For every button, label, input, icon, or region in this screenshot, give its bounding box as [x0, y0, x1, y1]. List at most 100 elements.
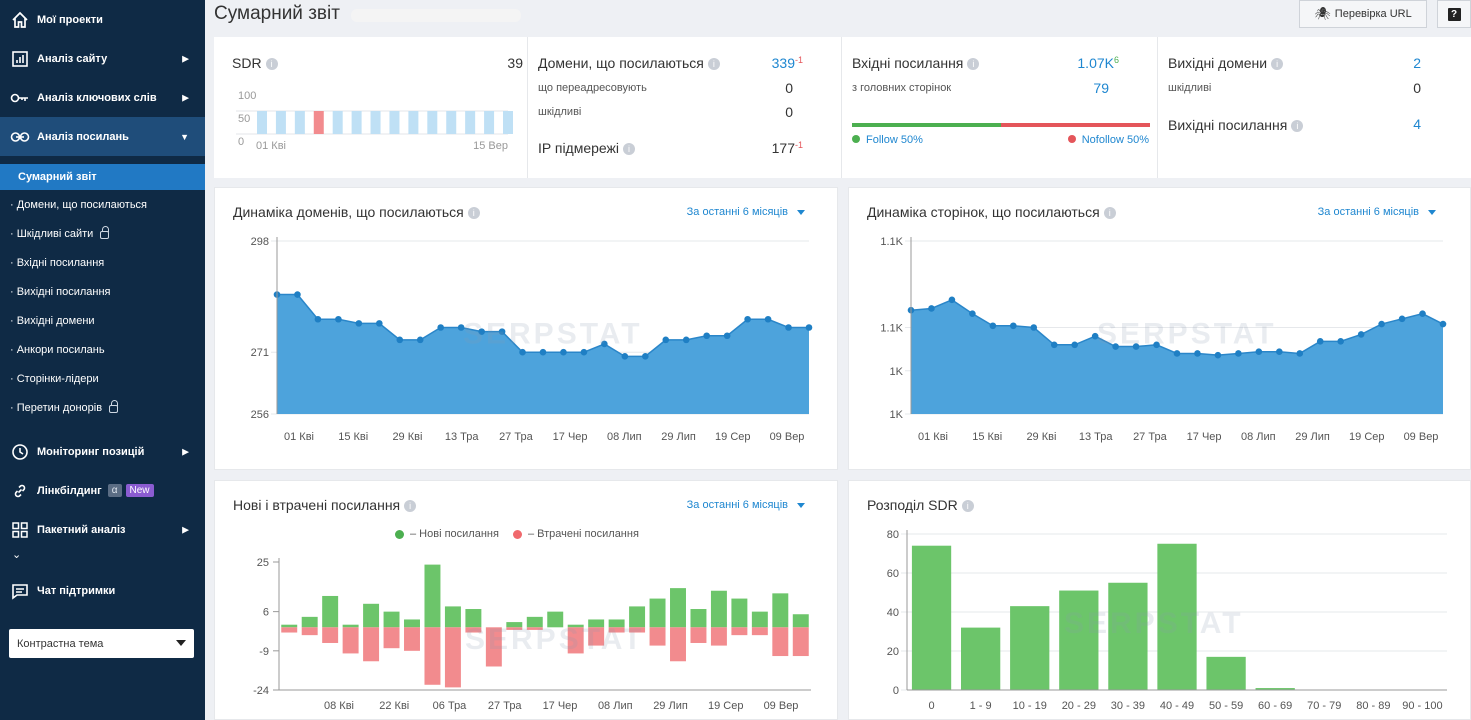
info-icon[interactable]: i — [404, 500, 417, 513]
data-point — [560, 348, 567, 356]
chevron-right-icon: ▶ — [182, 53, 189, 63]
data-point — [1255, 348, 1263, 356]
chart-legend: – Нові посилання – Втрачені посилання — [395, 528, 639, 540]
sidebar-item-outgoing-links[interactable]: · Вихідні посилання — [0, 277, 205, 306]
data-point — [601, 340, 608, 348]
backlinks-value[interactable]: 1.07K6 — [1077, 55, 1119, 71]
sub-label: · Вихідні посилання — [10, 285, 111, 298]
ip-subnets-label: IP підмережі i — [538, 140, 636, 156]
domains-chart: 298 271 256 01 Кві 15 Кві 29 Кві 13 Тра 27 Тра 1… — [251, 236, 813, 443]
period-select[interactable]: За останні 6 місяців — [687, 499, 805, 511]
nav-backlink-analysis[interactable]: Аналіз посилань ▼ — [0, 117, 205, 156]
period-select[interactable]: За останні 6 місяців — [687, 206, 805, 218]
outgoing-links-value[interactable]: 4 — [1413, 116, 1421, 132]
redirect-value: 0 — [785, 80, 793, 96]
blurred-domain — [351, 9, 521, 22]
legend-lost[interactable]: – Втрачені посилання — [527, 528, 639, 540]
sub-label: · Домени, що посилаються — [10, 198, 148, 211]
info-icon[interactable]: i — [1103, 207, 1116, 220]
sidebar-item-donor-intersection[interactable]: · Перетин донорів — [0, 393, 205, 422]
nav-my-projects[interactable]: Мої проекти — [0, 0, 205, 39]
sidebar-item-anchors[interactable]: · Анкори посилань — [0, 335, 205, 364]
x-tick-label: 01 Кві — [284, 431, 314, 443]
data-point — [969, 310, 976, 317]
nav-support-chat[interactable]: Чат підтримки — [0, 571, 205, 610]
x-tick-label: 30 - 39 — [1111, 700, 1145, 712]
data-point — [335, 315, 342, 323]
sdr-mini-bar — [313, 111, 324, 134]
bar-lost — [322, 627, 339, 643]
referring-domains-block: Домени, що посилаються i 339-1 що переадр… — [528, 37, 842, 178]
bar-new — [404, 619, 420, 628]
data-point — [437, 324, 444, 331]
x-tick-label: 15 Кві — [972, 431, 1002, 443]
green-dot-icon — [852, 135, 860, 143]
bar-lost — [526, 627, 543, 630]
nav-link-building[interactable]: Лінкбілдинг α New — [0, 471, 205, 510]
check-url-button[interactable]: 🕷 Перевірка URL — [1299, 0, 1427, 28]
theme-select[interactable]: Контрастна тема — [9, 629, 194, 658]
info-icon[interactable]: i — [707, 58, 720, 71]
sidebar-item-outgoing-domains[interactable]: · Вихідні домени — [0, 306, 205, 335]
info-icon[interactable]: i — [623, 143, 636, 156]
bar — [1206, 656, 1246, 690]
outgoing-malicious-label: шкідливі — [1168, 82, 1212, 94]
help-button[interactable]: ? — [1437, 0, 1471, 28]
bar-new — [731, 598, 748, 628]
data-point — [457, 324, 465, 331]
nav-site-analysis[interactable]: Аналіз сайту ▶ — [0, 39, 205, 78]
nav-rank-tracker[interactable]: Моніторинг позицій ▶ — [0, 432, 205, 471]
outgoing-domains-label-text: Вихідні домени — [1168, 55, 1268, 71]
bar-new — [444, 606, 461, 628]
follow-ratio-bar — [852, 123, 1150, 127]
sidebar-item-referring-domains[interactable]: · Домени, що посилаються — [0, 190, 205, 219]
chat-icon — [10, 581, 30, 601]
legend-new[interactable]: – Нові посилання — [410, 528, 499, 540]
sidebar-item-summary-report[interactable]: Сумарний звіт — [0, 164, 205, 190]
follow-label: Follow 50% — [866, 134, 923, 146]
sidebar-item-top-pages[interactable]: · Сторінки-лідери — [0, 364, 205, 393]
info-icon[interactable]: i — [265, 58, 278, 71]
nav-keyword-analysis[interactable]: Аналіз ключових слів ▶ — [0, 78, 205, 117]
main-pages-value[interactable]: 79 — [1093, 80, 1109, 96]
info-icon[interactable]: i — [1271, 58, 1284, 71]
x-tick-label: 06 Тра — [433, 700, 468, 712]
sdr-mini-bar — [389, 111, 400, 134]
y-tick-label: 1K — [890, 366, 904, 378]
data-point — [1112, 343, 1119, 350]
nav-label: Пакетний аналіз — [37, 523, 126, 536]
bar — [1108, 582, 1148, 690]
data-point — [1235, 350, 1242, 357]
collapse-toggle[interactable]: ⌄ — [0, 549, 205, 571]
x-tick-label: 01 Кві — [918, 431, 948, 443]
data-point — [498, 328, 506, 335]
bar-new — [465, 609, 482, 628]
y-tick-label: 256 — [251, 409, 269, 421]
chevron-right-icon: ▶ — [182, 92, 189, 102]
chevron-right-icon: ▶ — [182, 524, 189, 534]
data-point — [1050, 341, 1058, 349]
sidebar-item-malicious-sites[interactable]: · Шкідливі сайти — [0, 219, 205, 248]
backlinks-block: Вхідні посилання i 1.07K6 з головних стор… — [842, 37, 1158, 178]
malicious-label: шкідливі — [538, 106, 582, 118]
data-point — [376, 320, 383, 327]
data-point — [1296, 350, 1304, 357]
info-icon[interactable]: i — [967, 58, 980, 71]
info-icon[interactable]: i — [1291, 120, 1304, 133]
outgoing-domains-value[interactable]: 2 — [1413, 55, 1421, 71]
data-point — [580, 348, 588, 356]
home-icon — [10, 10, 30, 30]
sub-label: Сумарний звіт — [18, 171, 97, 183]
info-icon[interactable]: i — [467, 207, 480, 220]
sidebar-item-backlinks[interactable]: · Вхідні посилання — [0, 248, 205, 277]
period-select[interactable]: За останні 6 місяців — [1318, 206, 1436, 218]
nav-batch-analysis[interactable]: Пакетний аналіз ▶ — [0, 510, 205, 549]
sdr-distribution-chart: 80 60 40 20 0 0 1 - 9 10 - 19 20 - 29 30 - 39 40 -… — [887, 529, 1447, 712]
x-tick-label: 13 Тра — [1079, 431, 1114, 443]
sub-label: · Шкідливі сайти — [10, 227, 94, 240]
x-tick-label: 09 Вер — [1404, 431, 1439, 443]
y-tick-label: 0 — [893, 685, 899, 697]
period-label: За останні 6 місяців — [686, 206, 788, 218]
info-icon[interactable]: i — [961, 500, 974, 513]
ref-domains-value[interactable]: 339-1 — [772, 55, 803, 71]
